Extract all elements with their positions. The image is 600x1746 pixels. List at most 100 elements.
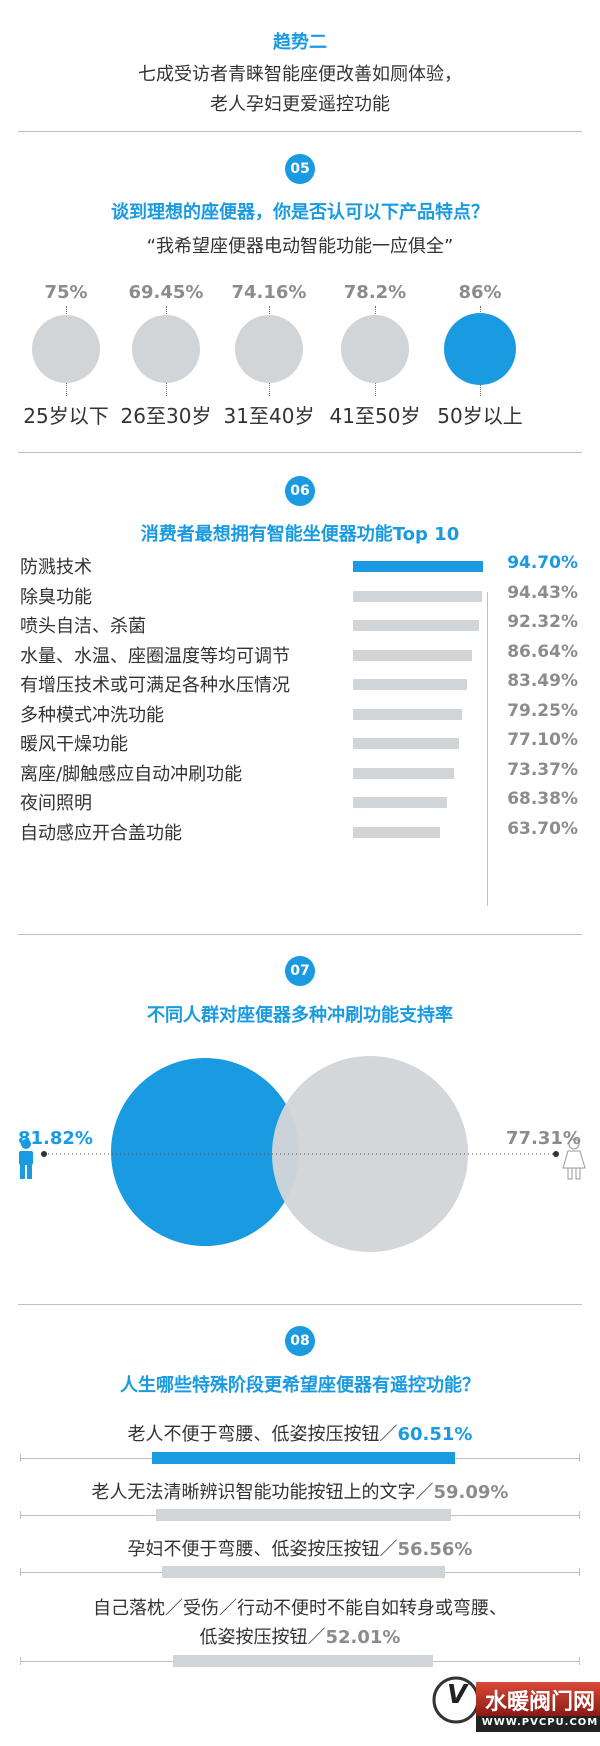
venn-axis-dot-right xyxy=(553,1151,559,1157)
s08-tick-left xyxy=(20,1657,21,1665)
s08-tick-left xyxy=(20,1568,21,1576)
feature-pct: 73.37% xyxy=(507,759,578,780)
feature-label: 水量、水温、座圈温度等均可调节 xyxy=(20,645,290,667)
s08-tick-left xyxy=(20,1511,21,1519)
venn-circle-male xyxy=(111,1058,299,1246)
trend-line-1: 七成受访者青睐智能座便改善如厕体验， xyxy=(138,64,462,85)
age-pct-label: 78.2% xyxy=(343,282,407,303)
age-pct-label: 86% xyxy=(458,282,502,303)
s07-title: 不同人群对座便器多种冲刷功能支持率 xyxy=(147,1005,453,1026)
s06-title: 消费者最想拥有智能坐便器功能Top 10 xyxy=(140,524,460,545)
age-pct-label: 69.45% xyxy=(128,282,204,303)
s08-item-label: 老人不便于弯腰、低姿按压按钮／60.51% xyxy=(0,1420,600,1446)
s08-item-label: 自己落枕／受伤／行动不便时不能自如转身或弯腰、 xyxy=(0,1594,600,1620)
s08-tick-left xyxy=(20,1454,21,1462)
s08-bar xyxy=(156,1509,451,1521)
feature-bar xyxy=(353,590,482,602)
age-pct-label: 75% xyxy=(44,282,88,303)
s08-item-label: 孕妇不便于弯腰、低姿按压按钮／56.56% xyxy=(0,1535,600,1561)
male-icon xyxy=(19,1139,33,1179)
s08-title: 人生哪些特殊阶段更希望座便器有遥控功能？ xyxy=(120,1375,480,1396)
s08-bar xyxy=(162,1566,445,1578)
feature-label: 喷头自洁、杀菌 xyxy=(20,616,146,637)
s06-divider xyxy=(18,934,582,935)
feature-label: 多种模式冲洗功能 xyxy=(20,704,164,726)
s07-female-pct: 77.31% xyxy=(506,1128,581,1149)
s08-item-text: 老人无法清晰辨识智能功能按钮上的文字／ xyxy=(91,1482,434,1503)
s05-quote: “我希望座便器电动智能功能一应俱全” xyxy=(146,236,454,257)
trend-title: 趋势二 xyxy=(273,32,327,53)
s08-bar xyxy=(152,1452,455,1464)
venn-circle-female xyxy=(272,1056,468,1252)
feature-bar xyxy=(353,826,440,838)
feature-pct: 86.64% xyxy=(507,641,578,662)
site-logo: V 水暖阀门网 WWW.PVCPU.COM xyxy=(432,1664,600,1746)
age-category-label: 41至50岁 xyxy=(329,404,421,428)
trend-line-2: 老人孕妇更爱遥控功能 xyxy=(210,94,390,115)
s08-item-pct: 60.51% xyxy=(397,1424,473,1445)
s05-divider xyxy=(18,452,582,453)
s07-divider xyxy=(18,1304,582,1305)
s07-male-pct: 81.82% xyxy=(18,1128,93,1149)
feature-label: 自动感应开合盖功能 xyxy=(20,822,182,844)
age-category-label: 26至30岁 xyxy=(120,404,212,428)
feature-pct: 92.32% xyxy=(507,612,578,632)
feature-bar xyxy=(353,797,447,808)
feature-pct: 63.70% xyxy=(507,818,578,839)
feature-label: 除臭功能 xyxy=(20,586,92,608)
s08-item-pct: 59.09% xyxy=(433,1482,509,1503)
feature-bar xyxy=(353,679,467,690)
section-badge-08: 08 xyxy=(285,1326,315,1356)
s05-question: 谈到理想的座便器，你是否认可以下产品特点？ xyxy=(111,202,489,223)
age-bubble xyxy=(32,315,100,383)
s07-venn-chart xyxy=(19,1056,586,1252)
logo-mark: V xyxy=(446,1680,468,1710)
s08-item-pct: 56.56% xyxy=(397,1539,473,1560)
feature-label: 暖风干燥功能 xyxy=(20,734,128,755)
s08-bar xyxy=(173,1655,433,1667)
feature-label: 防溅技术 xyxy=(20,557,92,578)
section-badge-05: 05 xyxy=(285,154,315,184)
feature-bar xyxy=(353,708,462,720)
s08-item-label: 老人无法清晰辨识智能功能按钮上的文字／59.09% xyxy=(0,1478,600,1504)
logo-url: WWW.PVCPU.COM xyxy=(481,1717,599,1728)
s08-item-pct: 52.01% xyxy=(325,1627,401,1648)
venn-axis-dot-left xyxy=(41,1151,47,1157)
feature-pct: 68.38% xyxy=(507,789,578,809)
feature-pct: 94.70% xyxy=(507,553,578,573)
age-bubble xyxy=(341,315,409,383)
s08-item-text: 老人不便于弯腰、低姿按压按钮／ xyxy=(127,1424,398,1445)
s08-tick-right xyxy=(579,1568,580,1576)
age-category-label: 31至40岁 xyxy=(223,404,315,428)
feature-bar xyxy=(353,620,479,631)
female-icon xyxy=(562,1138,586,1180)
s08-tick-right xyxy=(579,1511,580,1519)
feature-pct: 77.10% xyxy=(507,730,578,750)
age-pct-label: 74.16% xyxy=(231,282,307,303)
feature-pct: 79.25% xyxy=(507,700,578,721)
s08-tick-right xyxy=(579,1657,580,1665)
logo-text: 水暖阀门网 xyxy=(484,1690,595,1715)
feature-bar xyxy=(353,561,483,572)
s08-item-text: 低姿按压按钮／ xyxy=(199,1627,326,1648)
age-category-label: 25岁以下 xyxy=(23,404,109,428)
feature-bar xyxy=(353,738,459,749)
age-bubble xyxy=(235,315,303,383)
s08-item-text: 孕妇不便于弯腰、低姿按压按钮／ xyxy=(127,1539,398,1560)
feature-pct: 94.43% xyxy=(507,582,578,603)
s08-item-text: 自己落枕／受伤／行动不便时不能自如转身或弯腰、 xyxy=(93,1598,507,1619)
feature-bar xyxy=(353,649,472,661)
feature-label: 有增压技术或可满足各种水压情况 xyxy=(20,675,290,696)
feature-label: 夜间照明 xyxy=(20,793,92,814)
section-badge-06: 06 xyxy=(285,476,315,506)
s08-tick-right xyxy=(579,1454,580,1462)
s08-item-label: 低姿按压按钮／52.01% xyxy=(0,1623,600,1649)
s06-axis-line xyxy=(487,592,488,906)
age-bubble xyxy=(132,315,200,383)
section-badge-07: 07 xyxy=(285,956,315,986)
age-bubble xyxy=(444,313,516,385)
feature-label: 离座/脚触感应自动冲刷功能 xyxy=(20,763,243,785)
feature-bar xyxy=(353,767,454,779)
age-category-label: 50岁以上 xyxy=(437,404,523,428)
header-divider xyxy=(18,131,582,132)
